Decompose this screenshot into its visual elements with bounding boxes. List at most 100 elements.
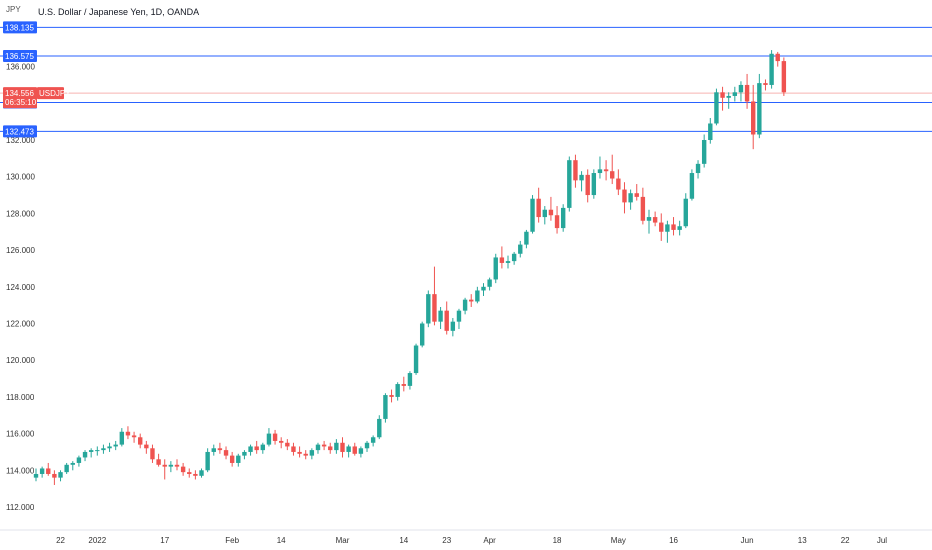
candle-body	[757, 83, 762, 135]
candle-body	[505, 261, 511, 263]
candle-body	[52, 473, 57, 478]
candle-body	[82, 451, 88, 458]
x-tick-label: 17	[160, 536, 169, 545]
horizontal-levels	[0, 26, 932, 132]
candle-body	[407, 373, 413, 386]
candle-body	[303, 453, 308, 456]
candle-body	[701, 140, 707, 164]
candle-body	[720, 92, 725, 98]
candle-body	[714, 92, 719, 124]
candle-body	[469, 299, 474, 302]
candle-body	[487, 279, 492, 287]
candle-body	[708, 123, 713, 140]
candle-body	[95, 450, 100, 452]
candle-body	[450, 321, 456, 331]
candle-body	[358, 448, 364, 454]
candle-body	[101, 448, 106, 451]
x-tick-label: 14	[399, 536, 408, 545]
candle-body	[328, 446, 333, 451]
y-tick-label: 118.000	[6, 393, 35, 402]
candle-body	[46, 468, 51, 474]
candle-body	[272, 433, 278, 441]
candle-body	[217, 448, 223, 451]
candle-body	[689, 173, 695, 199]
candle-body	[144, 444, 149, 449]
candle-body	[603, 169, 609, 172]
candle-body	[187, 472, 192, 474]
candle-body	[76, 457, 82, 463]
candle-body	[419, 323, 425, 346]
candle-body	[769, 53, 774, 85]
x-tick-label: Jun	[741, 536, 754, 545]
candle-body	[751, 101, 756, 135]
candle-body	[64, 464, 69, 473]
candle-body	[432, 294, 437, 322]
candle-body	[524, 231, 529, 245]
candle-body	[652, 217, 658, 223]
candle-body	[732, 92, 738, 96]
candle-body	[738, 84, 744, 93]
candle-body	[775, 53, 780, 62]
candle-body	[695, 163, 701, 174]
x-tick-label: 13	[798, 536, 807, 545]
candle-body	[438, 310, 443, 322]
candle-body	[229, 455, 235, 463]
candle-body	[536, 198, 541, 218]
candle-body	[315, 444, 321, 451]
candle-body	[475, 290, 480, 302]
candle-body	[383, 395, 388, 419]
x-tick-label: 22	[841, 536, 850, 545]
x-tick-label: 18	[553, 536, 562, 545]
candle-body	[291, 446, 296, 452]
candle-body	[119, 431, 125, 445]
candle-body	[285, 442, 290, 447]
candle-body	[334, 442, 339, 451]
current-price-label-bg	[3, 87, 37, 109]
symbol-label-bg	[37, 87, 64, 100]
candle-body	[113, 444, 118, 447]
candle-body	[726, 95, 731, 98]
candle-body	[150, 448, 155, 460]
chart-title: U.S. Dollar / Japanese Yen, 1D, OANDA	[38, 7, 199, 17]
candle-body	[174, 464, 180, 467]
candle-body	[395, 384, 400, 397]
candle-body	[683, 198, 688, 227]
candle-body	[640, 196, 646, 221]
candle-body	[554, 215, 560, 229]
x-tick-label: Mar	[336, 536, 350, 545]
y-tick-label: 116.000	[6, 430, 35, 439]
candle-body	[573, 160, 578, 181]
candle-body	[634, 193, 639, 197]
candle-body	[542, 209, 547, 218]
y-tick-label: 128.000	[6, 209, 35, 218]
candle-body	[266, 433, 272, 445]
candle-body	[33, 473, 39, 478]
candle-body	[309, 450, 315, 456]
candle-body	[223, 450, 229, 456]
candle-body	[211, 448, 216, 452]
candle-body	[677, 226, 682, 230]
x-tick-label: 23	[442, 536, 451, 545]
x-tick-label: 22	[56, 536, 65, 545]
y-tick-label: 132.000	[6, 136, 35, 145]
axis-price-labels: 138.135136.575134.047132.473134.55606:35…	[3, 21, 71, 138]
x-tick-label: 16	[669, 536, 678, 545]
candle-body	[481, 286, 486, 291]
y-tick-label: 112.000	[6, 503, 35, 512]
candle-body	[352, 446, 357, 454]
y-tick-label: 130.000	[6, 173, 35, 182]
candle-body	[444, 310, 449, 331]
candle-body	[530, 198, 535, 232]
candle-body	[548, 209, 554, 216]
candle-body	[426, 294, 431, 324]
candle-body	[616, 178, 621, 190]
current-price-label: 134.556	[5, 89, 34, 98]
candles	[33, 50, 787, 485]
candle-body	[70, 462, 75, 465]
candle-body	[260, 444, 266, 451]
x-tick-label: 14	[277, 536, 286, 545]
candle-body	[168, 464, 174, 467]
level-label: 138.135	[5, 23, 34, 32]
candle-body	[389, 395, 394, 397]
